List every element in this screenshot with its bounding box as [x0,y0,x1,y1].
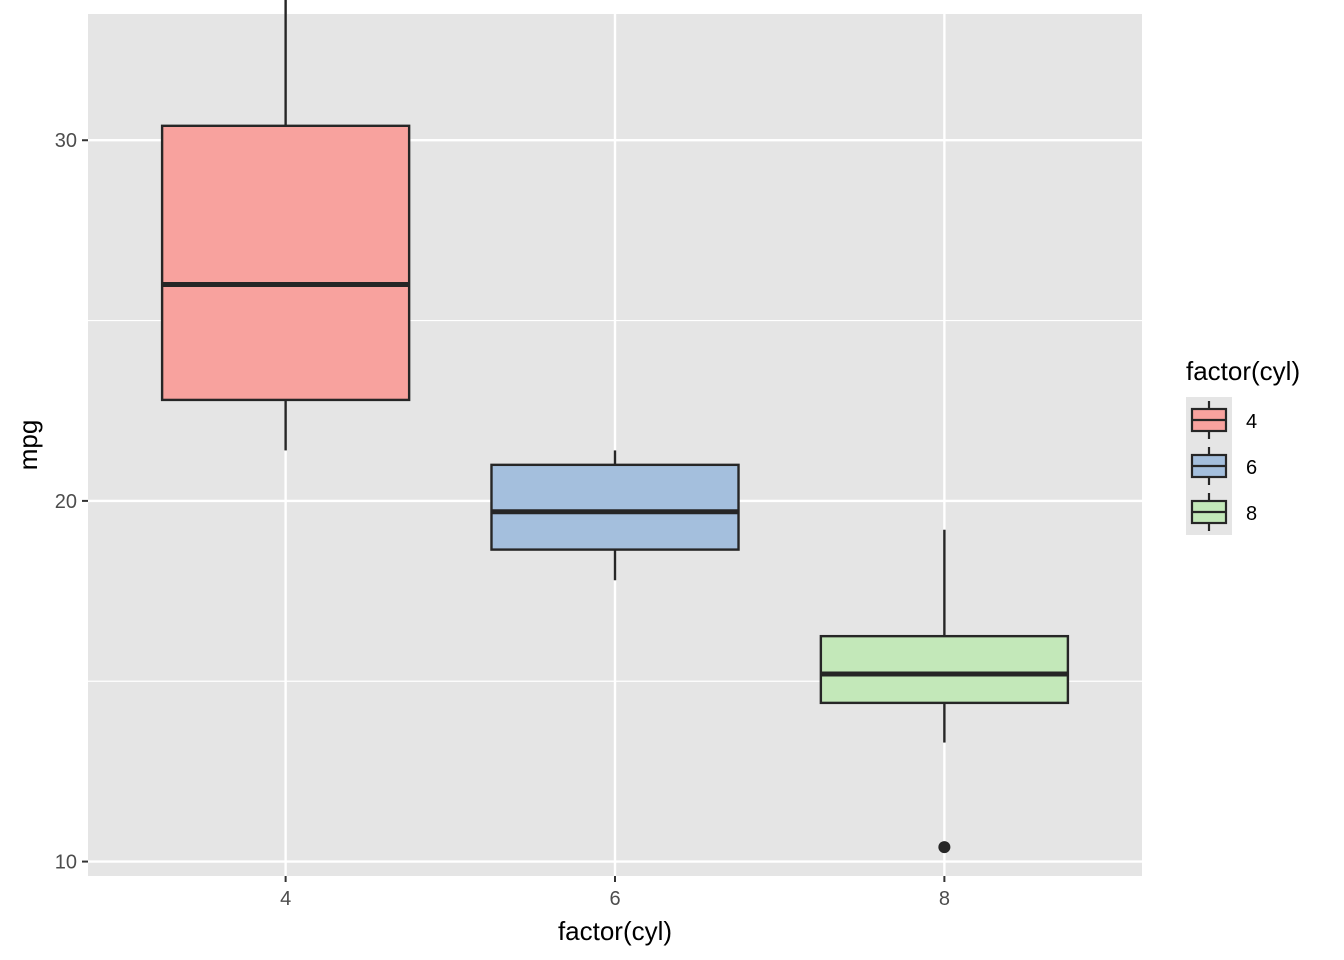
legend-key-4: 4 [1190,401,1257,439]
y-axis: 10 20 30 [55,130,88,874]
y-tick-label: 20 [55,491,77,513]
legend-label: 8 [1246,503,1257,525]
y-tick-label: 30 [55,130,77,152]
x-axis-title: factor(cyl) [558,916,672,946]
boxes-layer [160,0,1070,854]
y-axis-title: mpg [13,420,43,471]
legend: factor(cyl) 4 6 8 [1186,356,1300,535]
box-group-8 [819,529,1070,854]
legend-title: factor(cyl) [1186,356,1300,386]
legend-key-6: 6 [1190,447,1257,485]
x-axis: 4 6 8 [280,876,950,910]
x-tick-label: 6 [609,888,620,910]
legend-key-8: 8 [1190,493,1257,531]
box-iqr [819,634,1070,705]
x-tick-label: 4 [280,888,291,910]
y-tick-label: 10 [55,852,77,874]
legend-label: 4 [1246,411,1257,433]
box-group-4 [160,0,411,451]
x-tick-label: 8 [939,888,950,910]
legend-label: 6 [1246,457,1257,479]
box-group-6 [490,450,740,581]
legend-keys: 4 6 8 [1190,401,1257,531]
outlier-point [938,841,951,854]
box-iqr [490,463,740,551]
box-iqr [160,124,411,402]
